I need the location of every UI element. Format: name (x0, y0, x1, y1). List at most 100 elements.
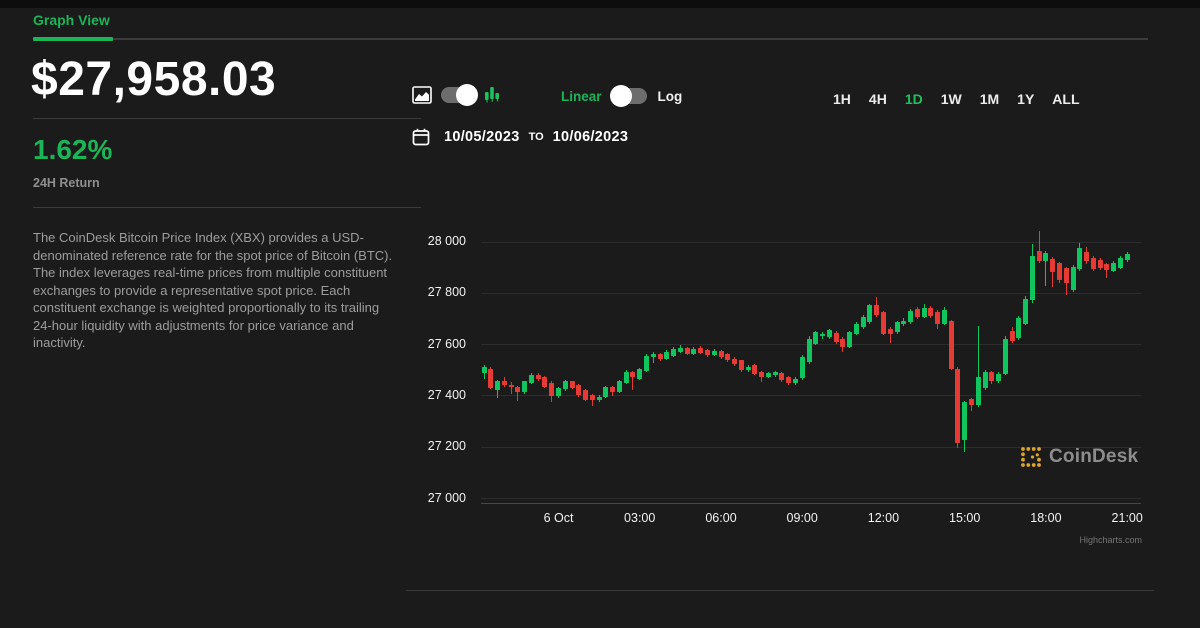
candle-05:30[interactable] (704, 349, 710, 355)
candle-17:15[interactable] (1023, 298, 1029, 324)
candle-13:00[interactable] (908, 310, 913, 323)
range-button-all[interactable]: ALL (1052, 91, 1080, 107)
candle-06:00[interactable] (718, 351, 724, 357)
candle-18:30[interactable] (1056, 263, 1062, 280)
candle-12:15[interactable] (887, 328, 893, 334)
highcharts-credit[interactable]: Highcharts.com (1079, 535, 1142, 545)
candle-08:15[interactable] (779, 373, 785, 380)
candle-08:00[interactable] (772, 372, 778, 376)
scale-toggle[interactable] (609, 85, 647, 107)
candle-23:30[interactable] (542, 377, 548, 387)
candle-22:45[interactable] (522, 381, 528, 393)
candle-09:45[interactable] (820, 333, 825, 337)
candle-23:45[interactable] (549, 383, 555, 397)
candle-19:15[interactable] (1077, 247, 1083, 269)
range-button-1y[interactable]: 1Y (1017, 91, 1035, 107)
candle-10:00[interactable] (826, 330, 832, 337)
candle-11:00[interactable] (853, 323, 859, 334)
calendar-icon[interactable] (412, 128, 430, 146)
candle-13:15[interactable] (914, 308, 920, 318)
candle-06:30[interactable] (732, 358, 737, 364)
candle-04:00[interactable] (664, 351, 670, 360)
candle-04:15[interactable] (671, 349, 677, 357)
candle-12:45[interactable] (901, 320, 907, 324)
range-button-1h[interactable]: 1H (833, 91, 851, 107)
candle-05:00[interactable] (691, 349, 697, 354)
candle-09:30[interactable] (813, 332, 819, 344)
candle-23:15[interactable] (535, 374, 541, 380)
candle-03:30[interactable] (650, 353, 656, 358)
range-button-1d[interactable]: 1D (904, 91, 923, 107)
candle-20:00[interactable] (1097, 259, 1103, 268)
candle-10:45[interactable] (847, 332, 853, 347)
candle-08:30[interactable] (786, 377, 792, 383)
candle-12:00[interactable] (880, 312, 886, 334)
candle-21:45[interactable] (495, 380, 500, 390)
date-to-value[interactable]: 10/06/2023 (552, 129, 629, 145)
candle-20:45[interactable] (1117, 258, 1123, 268)
candle-09:00[interactable] (799, 356, 805, 379)
candle-11:45[interactable] (874, 305, 880, 316)
candle-04:30[interactable] (677, 347, 683, 352)
candle-18:15[interactable] (1050, 258, 1056, 273)
candle-22:15[interactable] (508, 385, 514, 388)
candle-15:00[interactable] (962, 402, 968, 441)
candle-15:30[interactable] (975, 377, 981, 406)
candle-16:30[interactable] (1002, 339, 1008, 374)
candle-05:15[interactable] (698, 347, 704, 353)
candle-06:15[interactable] (725, 354, 731, 361)
candle-00:30[interactable] (569, 381, 575, 388)
candle-14:15[interactable] (941, 309, 947, 324)
range-button-4h[interactable]: 4H (868, 91, 887, 107)
candle-21:15[interactable] (481, 366, 487, 374)
candle-17:00[interactable] (1016, 318, 1022, 339)
candle-15:45[interactable] (982, 372, 988, 388)
candle-19:30[interactable] (1084, 251, 1089, 261)
candle-01:45[interactable] (603, 387, 609, 397)
candle-00:00[interactable] (556, 388, 561, 397)
candle-21:00[interactable] (1124, 254, 1130, 260)
candle-07:15[interactable] (752, 365, 758, 374)
candle-14:30[interactable] (948, 321, 954, 369)
candle-01:30[interactable] (596, 396, 602, 401)
date-from-value[interactable]: 10/05/2023 (444, 129, 520, 145)
candle-13:45[interactable] (928, 307, 934, 316)
candle-03:45[interactable] (657, 353, 663, 360)
range-button-1m[interactable]: 1M (979, 91, 1000, 107)
candle-19:00[interactable] (1070, 267, 1076, 291)
candle-18:45[interactable] (1063, 268, 1069, 283)
candle-13:30[interactable] (921, 307, 927, 318)
chart-type-toggle[interactable] (441, 84, 478, 106)
range-button-1w[interactable]: 1W (940, 91, 962, 107)
candle-00:15[interactable] (562, 381, 568, 390)
candle-10:15[interactable] (833, 333, 839, 342)
candle-22:00[interactable] (501, 380, 507, 386)
candle-16:00[interactable] (989, 372, 995, 382)
candle-23:00[interactable] (528, 374, 534, 383)
candle-16:45[interactable] (1009, 330, 1015, 342)
candle-14:45[interactable] (955, 368, 961, 443)
candle-20:15[interactable] (1104, 263, 1110, 271)
candle-09:15[interactable] (806, 338, 812, 363)
candle-06:45[interactable] (738, 360, 744, 371)
candle-01:00[interactable] (583, 390, 588, 401)
candle-02:15[interactable] (616, 381, 622, 392)
candle-11:15[interactable] (860, 317, 866, 327)
candle-08:45[interactable] (792, 378, 798, 384)
log-scale-label[interactable]: Log (657, 88, 683, 104)
candle-03:15[interactable] (644, 355, 649, 371)
candle-20:30[interactable] (1111, 262, 1117, 271)
linear-scale-label[interactable]: Linear (561, 88, 602, 104)
candle-01:15[interactable] (589, 395, 595, 401)
candle-02:30[interactable] (623, 371, 629, 383)
candle-02:45[interactable] (630, 371, 636, 378)
candle-17:30[interactable] (1029, 255, 1035, 301)
candle-15:15[interactable] (968, 399, 974, 406)
candle-17:45[interactable] (1036, 250, 1042, 261)
candle-05:45[interactable] (711, 351, 717, 355)
candle-10:30[interactable] (840, 338, 846, 347)
candle-21:30[interactable] (488, 368, 494, 388)
candle-12:30[interactable] (894, 322, 900, 332)
candle-11:30[interactable] (867, 305, 873, 323)
